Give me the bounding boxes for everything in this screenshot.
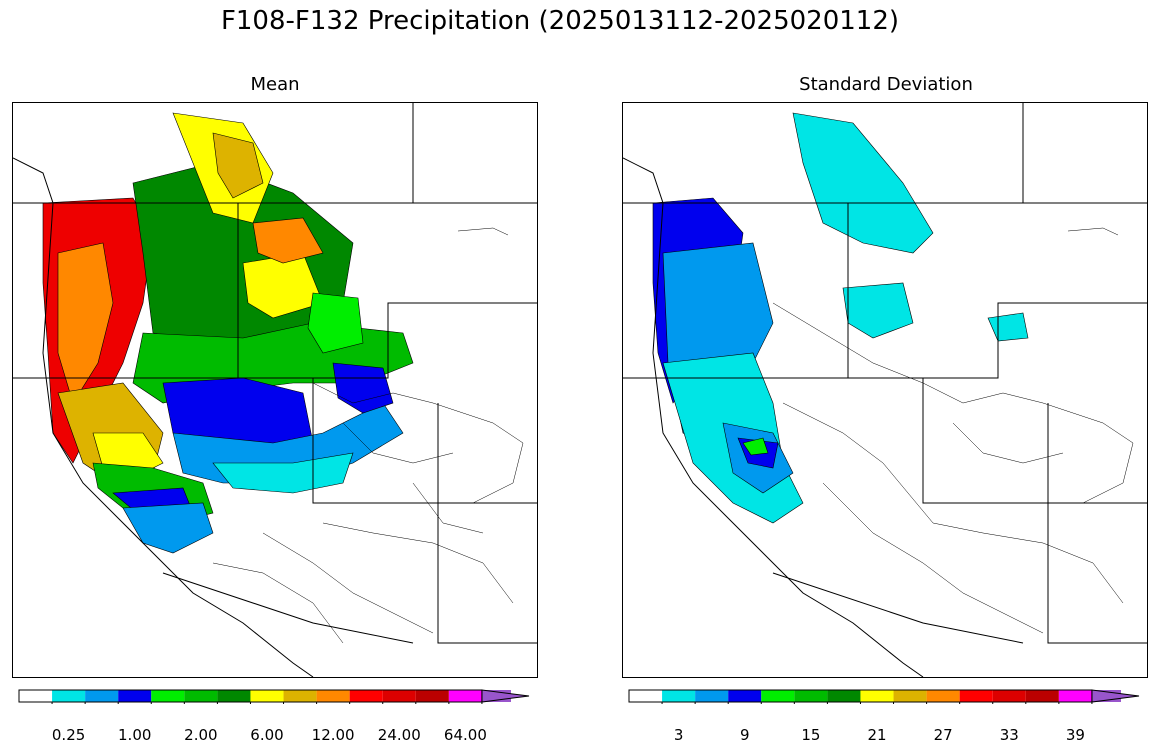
colorbar-segment [629,690,663,702]
sd-region-green [742,437,769,456]
colorbar-tick-label: 2.00 [184,726,218,744]
colorbar-tick-label: 15 [801,726,821,744]
mean-map-svg [13,103,537,677]
colorbar-tick-label: 0.25 [51,726,86,744]
colorbar-segment [794,690,828,702]
colorbar-segment [992,690,1026,702]
sd-map-svg [623,103,1147,677]
colorbar-tick-label: 12.00 [311,726,355,744]
colorbar-tick-label: 1.00 [118,726,152,744]
region-gold-north [212,132,264,199]
sd-colorbar-svg [628,689,1140,704]
sd-colorbar: 3 9 15 21 27 33 39 [628,688,1140,744]
colorbar-segment [250,690,284,702]
colorbar-segment [184,690,218,702]
region-orange-coast [57,242,114,404]
region-lightblue-south [122,502,214,554]
colorbar-segment [151,690,185,702]
page-title: F108-F132 Precipitation (2025013112-2025… [220,6,900,36]
colorbar-tick-label: 3 [673,726,684,744]
colorbar-segment [728,690,762,702]
colorbar-tick-label: 39 [1065,726,1085,744]
colorbar-segment [662,690,696,702]
region-orange-mid [252,217,324,264]
state-line-2 [13,302,537,379]
mean-colorbar: 0.25 1.00 2.00 6.00 12.00 24.00 64.00 [18,688,530,744]
colorbar-segment [827,690,861,702]
state-line-6 [162,572,414,644]
colorbar-segment [893,690,927,702]
colorbar-tick-label: 27 [933,726,953,744]
colorbar-segment [1058,690,1092,702]
colorbar-tick-label: 33 [999,726,1019,744]
colorbar-segment [52,690,86,702]
colorbar-segment [85,690,119,702]
state-line-5 [437,403,537,644]
colorbar-segment [316,690,350,702]
colorbar-segment [283,690,317,702]
colorbar-segment [217,690,251,702]
colorbar-tick-label: 21 [867,726,887,744]
sd-map [622,102,1148,678]
colorbar-segment [1025,690,1059,702]
colorbar-segment [761,690,795,702]
colorbar-segment [349,690,383,702]
region-blue-east [332,362,394,414]
colorbar-segment [926,690,960,702]
region-cyan-east [212,452,354,494]
sd-region-cyan-mid [842,282,914,339]
mean-colorbar-svg [18,689,530,704]
colorbar-segment [860,690,894,702]
mean-map [12,102,538,678]
sd-region-cyan-ne [987,312,1029,342]
sd-colorbar-labels: 3 9 15 21 27 33 39 [628,704,1140,744]
colorbar-tick-label: 64.00 [443,726,487,744]
colorbar-segment [695,690,729,702]
colorbar-segment [415,690,449,702]
sd-region-cyan-north [792,112,934,254]
state-line-4 [312,378,537,504]
colorbar-segment [118,690,152,702]
colorbar-segment [448,690,482,702]
coastline [13,157,314,677]
colorbar-tick-label: 6.00 [250,726,284,744]
colorbar-segment [19,690,53,702]
colorbar-tick-label: 9 [739,726,750,744]
region-green-bright [307,292,364,354]
colorbar-segment [959,690,993,702]
colorbar-segment [382,690,416,702]
mean-colorbar-labels: 0.25 1.00 2.00 6.00 12.00 24.00 64.00 [18,704,530,744]
mean-panel-title: Mean [250,74,300,95]
colorbar-tick-label: 24.00 [377,726,421,744]
sd-panel-title: Standard Deviation [799,74,973,95]
